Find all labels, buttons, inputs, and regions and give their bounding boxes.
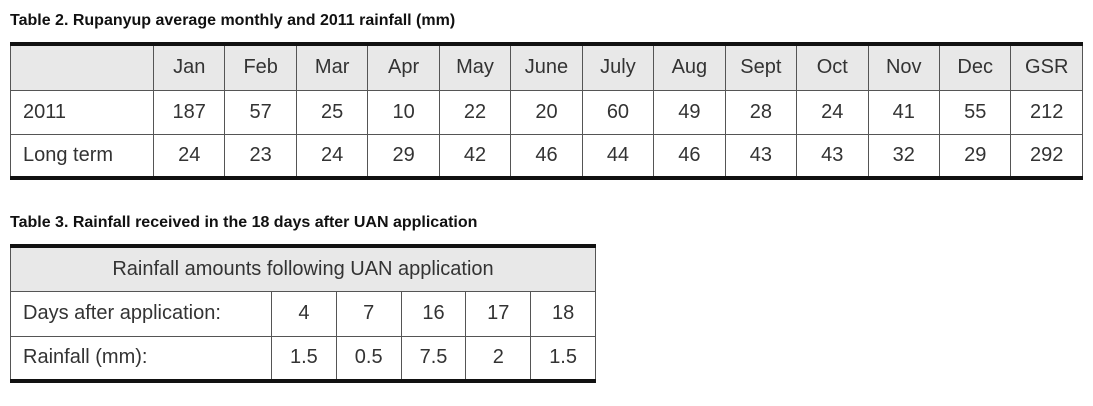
cell: 20 xyxy=(510,89,583,135)
header-cell: Feb xyxy=(224,43,297,91)
row: Days after application: 4 7 16 17 18 xyxy=(10,290,596,337)
cell: 0.5 xyxy=(335,335,402,382)
cell: 25 xyxy=(295,89,369,135)
row-label: 2011 xyxy=(10,89,154,135)
cell: 24 xyxy=(295,133,369,179)
rainfall-table: Jan Feb Mar Apr May June July Aug Sept Oct Nov Dec G… xyxy=(10,42,1083,180)
header-row: Jan Feb Mar Apr May June July Aug Sept Oct Nov Dec G… xyxy=(10,43,1083,91)
cell: 7.5 xyxy=(400,335,467,382)
cell: 29 xyxy=(367,133,440,179)
cell: 28 xyxy=(724,89,798,135)
cell: 18 xyxy=(530,290,596,337)
row-label: Rainfall (mm): xyxy=(10,335,272,382)
header-cell: July xyxy=(581,43,655,91)
header-cell: Dec xyxy=(938,43,1012,91)
cell: 292 xyxy=(1010,133,1083,179)
table-title: Table 2. Rupanyup average monthly and 20… xyxy=(10,12,456,29)
cell: 32 xyxy=(867,133,940,179)
header-cell: Rainfall amounts following UAN applicati… xyxy=(10,245,596,292)
header-cell: Sept xyxy=(724,43,798,91)
header-cell: June xyxy=(510,43,583,91)
uan-table: Rainfall amounts following UAN applicati… xyxy=(10,244,596,383)
header-cell xyxy=(10,43,154,91)
cell: 17 xyxy=(465,290,532,337)
row-label: Days after application: xyxy=(10,290,272,337)
cell: 41 xyxy=(867,89,940,135)
cell: 22 xyxy=(438,89,512,135)
cell: 7 xyxy=(335,290,402,337)
header-cell: Aug xyxy=(653,43,726,91)
row-label: Long term xyxy=(10,133,154,179)
cell: 24 xyxy=(152,133,226,179)
table-title: Table 3. Rainfall received in the 18 day… xyxy=(10,214,478,231)
cell: 44 xyxy=(581,133,655,179)
cell: 10 xyxy=(367,89,440,135)
cell: 43 xyxy=(796,133,869,179)
cell: 212 xyxy=(1010,89,1083,135)
cell: 57 xyxy=(224,89,297,135)
cell: 46 xyxy=(653,133,726,179)
row: Rainfall (mm): 1.5 0.5 7.5 2 1.5 xyxy=(10,335,596,382)
cell: 187 xyxy=(152,89,226,135)
header-cell: Oct xyxy=(796,43,869,91)
header-cell: May xyxy=(438,43,512,91)
cell: 43 xyxy=(724,133,798,179)
cell: 46 xyxy=(510,133,583,179)
header-row: Rainfall amounts following UAN applicati… xyxy=(10,245,596,292)
header-cell: GSR xyxy=(1010,43,1083,91)
header-cell: Mar xyxy=(295,43,369,91)
cell: 55 xyxy=(938,89,1012,135)
cell: 1.5 xyxy=(271,335,337,382)
row: 2011 187 57 25 10 22 20 60 49 28 24 41 55 212 xyxy=(10,89,1083,135)
cell: 2 xyxy=(465,335,532,382)
row: Long term 24 23 24 29 42 46 44 46 43 43 32 29 292 xyxy=(10,133,1083,179)
header-cell: Apr xyxy=(367,43,440,91)
cell: 49 xyxy=(653,89,726,135)
cell: 16 xyxy=(400,290,467,337)
header-cell: Nov xyxy=(867,43,940,91)
cell: 4 xyxy=(271,290,337,337)
cell: 42 xyxy=(438,133,512,179)
cell: 1.5 xyxy=(530,335,596,382)
cell: 60 xyxy=(581,89,655,135)
cell: 29 xyxy=(938,133,1012,179)
cell: 23 xyxy=(224,133,297,179)
header-cell: Jan xyxy=(152,43,226,91)
cell: 24 xyxy=(796,89,869,135)
